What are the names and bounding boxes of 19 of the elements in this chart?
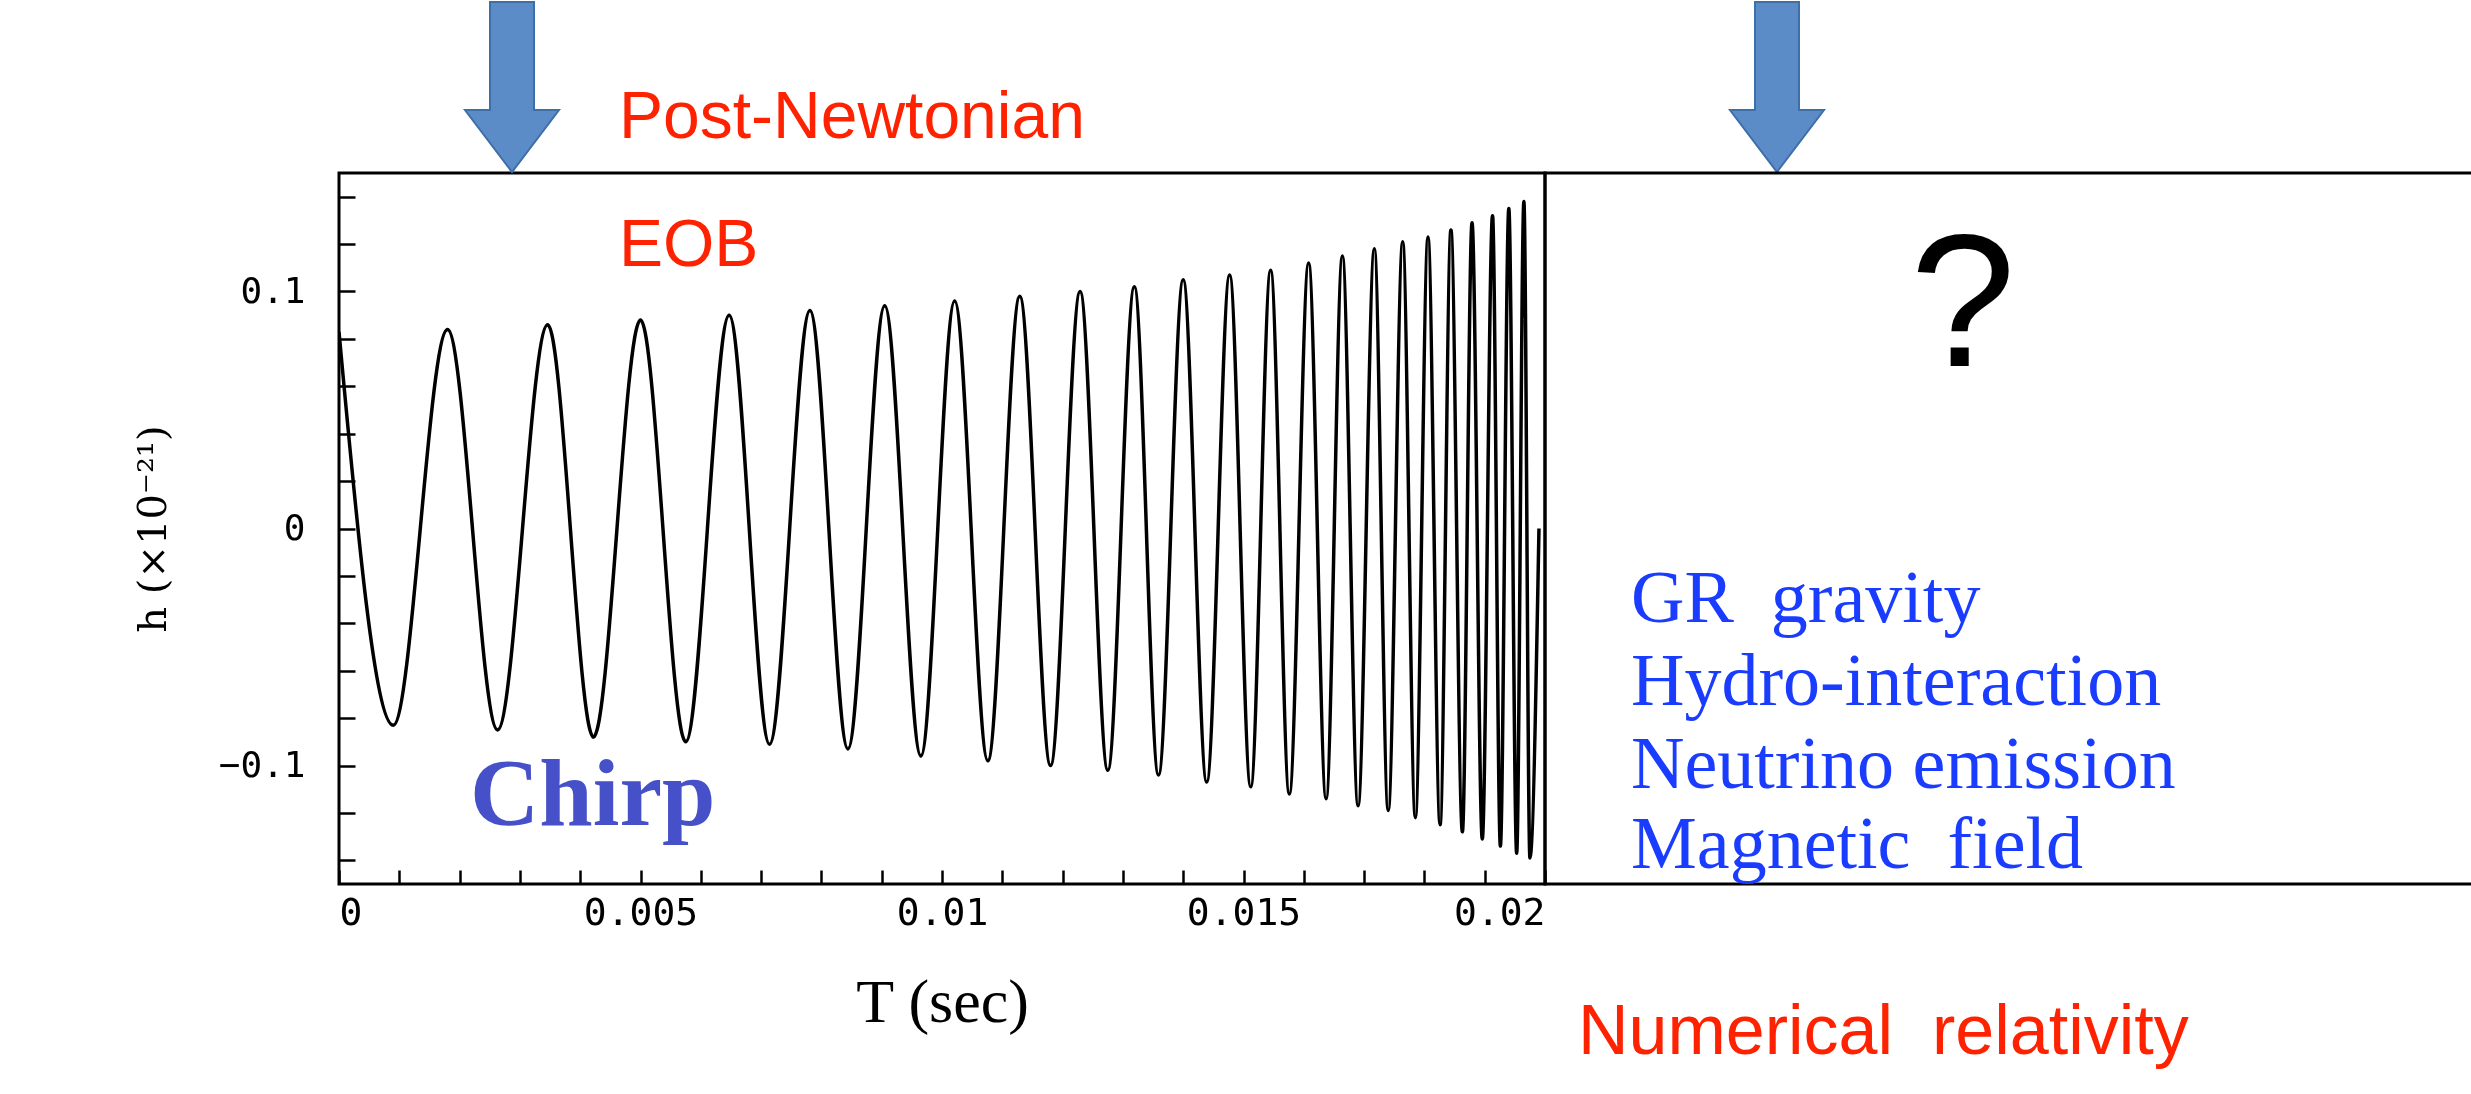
x-axis-title: T (sec) [856, 966, 1029, 1036]
x-tick-label: 0.015 [1186, 889, 1302, 934]
text: GR gravity [1631, 556, 1981, 638]
y-tick-label: 0.1 [240, 270, 306, 311]
annotation: EOB [619, 206, 759, 280]
x-tick-label: 0.01 [896, 889, 989, 934]
x-tick-label: 0.02 [1453, 889, 1546, 934]
annotation: Chirp [470, 739, 716, 846]
text: ? [1910, 194, 2016, 406]
text: Hydro-interaction [1631, 639, 2162, 721]
y-tick-label: 0 [283, 507, 306, 548]
text: Numerical relativity [1578, 991, 2189, 1069]
text: Post-Newtonian [619, 78, 1085, 152]
text: Magnetic field [1631, 802, 2084, 884]
x-tick-label: 0.005 [583, 889, 699, 934]
y-tick-label: −0.1 [218, 744, 306, 785]
x-tick-label: 0 [339, 889, 363, 934]
y-axis-title: h (×10⁻²¹) [128, 425, 175, 633]
text: Neutrino emission [1631, 722, 2176, 804]
